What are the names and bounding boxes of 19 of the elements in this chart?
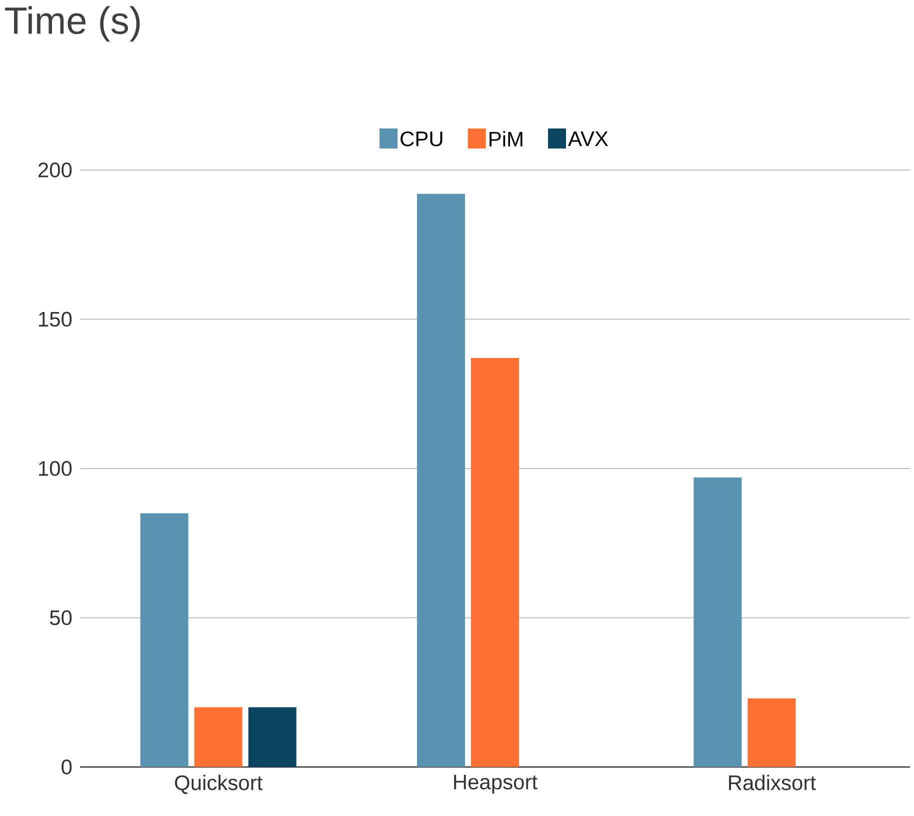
- x-tick-label: Quicksort: [174, 774, 263, 794]
- y-tick-label: 0: [62, 760, 72, 774]
- bar: [140, 513, 188, 767]
- x-tick-label: Heapsort: [454, 774, 538, 794]
- bar: [694, 477, 742, 767]
- y-tick-label: 150: [39, 312, 72, 327]
- chart-title: Time (s): [5, 6, 140, 42]
- bar: [417, 194, 465, 767]
- y-tick-label: 200: [38, 162, 72, 178]
- x-tick-label: Radixsort: [729, 774, 816, 790]
- y-tick-label: 50: [50, 610, 72, 626]
- bar: [748, 698, 796, 767]
- legend-label: AVX: [568, 132, 608, 146]
- bar: [194, 707, 242, 767]
- bar: [248, 707, 296, 767]
- legend-label: PiM: [490, 131, 522, 146]
- legend-label: CPU: [400, 131, 442, 146]
- bar: [471, 358, 519, 767]
- y-tick-label: 100: [39, 461, 72, 476]
